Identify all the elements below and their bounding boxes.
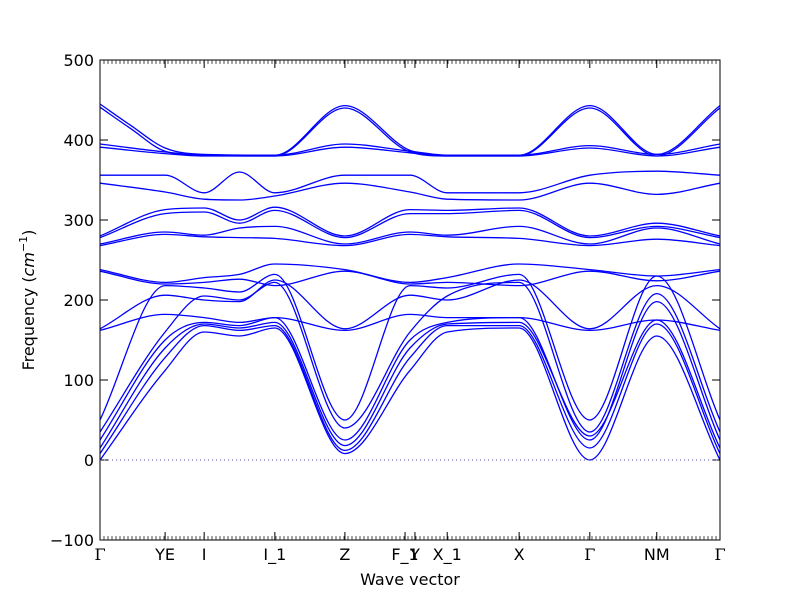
band-line-9 bbox=[99, 225, 721, 245]
band-line-16 bbox=[99, 281, 721, 433]
y-tick-label: −100 bbox=[50, 531, 94, 550]
plot-frame bbox=[99, 59, 721, 541]
y-tick-label: 0 bbox=[84, 451, 94, 470]
band-line-7 bbox=[99, 206, 721, 237]
x-tick-label: I bbox=[202, 545, 207, 564]
x-tick-label: X_1 bbox=[433, 545, 462, 565]
y-ticks: −100 0 100 200 300 400 500 bbox=[50, 51, 720, 550]
x-tick-label: Γ bbox=[94, 545, 105, 564]
band-lines bbox=[99, 103, 721, 461]
x-tick-label: I_1 bbox=[263, 545, 286, 565]
minor-x-ticks bbox=[99, 60, 721, 540]
band-line-3 bbox=[99, 143, 721, 156]
y-tick-label: 200 bbox=[63, 291, 94, 310]
y-axis-label: Frequency (cm−1) bbox=[17, 230, 38, 371]
y-axis-label-unit: cm bbox=[19, 252, 38, 276]
y-axis-label-prefix: Frequency ( bbox=[19, 276, 38, 370]
band-line-15 bbox=[99, 273, 721, 421]
x-tick-label: Y bbox=[409, 545, 420, 564]
x-tick-label: X bbox=[514, 545, 525, 564]
band-line-2 bbox=[99, 106, 721, 157]
band-line-18 bbox=[99, 319, 721, 449]
band-line-19 bbox=[99, 323, 721, 454]
x-ticks: Γ YE I I_1 Z F_1Y X_1 X Γ NM Γ bbox=[94, 60, 726, 565]
band-line-10 bbox=[99, 233, 721, 247]
y-tick-label: 500 bbox=[63, 51, 94, 70]
band-line-1 bbox=[99, 103, 721, 156]
x-tick-label: F_1 bbox=[391, 545, 418, 565]
band-line-8 bbox=[99, 209, 721, 239]
band-line-4 bbox=[99, 146, 721, 157]
band-line-14 bbox=[99, 313, 721, 332]
y-tick-label: 400 bbox=[63, 131, 94, 150]
band-line-11 bbox=[99, 263, 721, 284]
x-tick-label: YE bbox=[154, 545, 175, 564]
band-line-20 bbox=[99, 327, 721, 461]
y-tick-label: 300 bbox=[63, 211, 94, 230]
x-tick-label: Z bbox=[339, 545, 350, 564]
y-axis-label-exponent: −1 bbox=[17, 236, 30, 252]
band-line-6 bbox=[99, 182, 721, 201]
x-axis-label: Wave vector bbox=[360, 570, 460, 589]
y-tick-label: 100 bbox=[63, 371, 94, 390]
band-line-13 bbox=[99, 279, 721, 330]
band-line-12 bbox=[99, 270, 721, 287]
band-line-5 bbox=[100, 170, 721, 194]
band-line-17 bbox=[99, 300, 721, 441]
x-tick-label: Γ bbox=[584, 545, 595, 564]
x-tick-label: Γ bbox=[714, 545, 725, 564]
y-axis-label-suffix: ) bbox=[19, 230, 38, 236]
x-tick-label: NM bbox=[644, 545, 670, 564]
